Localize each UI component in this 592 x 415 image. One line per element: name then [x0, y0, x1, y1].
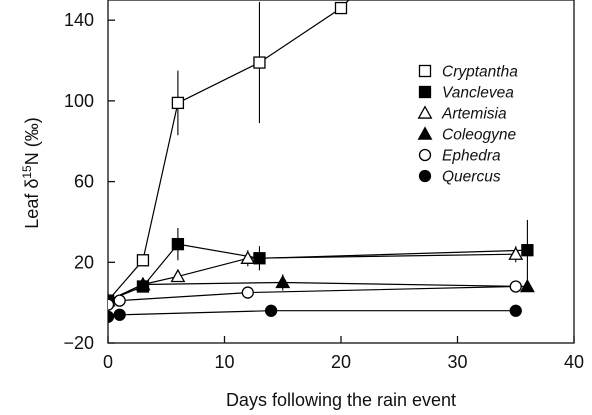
series-layer [108, 0, 535, 323]
legend-label-coleogyne: Coleogyne [442, 127, 516, 144]
legend-item-vanclevea: Vanclevea [418, 85, 514, 102]
data-point-artemisia [170, 268, 186, 283]
series-line-artemisia [108, 253, 516, 302]
series-cryptantha [108, 0, 350, 307]
legend-label-artemisia: Artemisia [441, 106, 507, 123]
data-point-ephedra [108, 298, 115, 311]
y-axis-label: Leaf δ15N (‰) [20, 117, 42, 228]
series-artemisia [108, 246, 524, 307]
data-point-vanclevea [171, 237, 185, 251]
series-line-quercus [108, 310, 516, 318]
legend: Cryptantha Vanclevea Artemisia Coleogyne Eph… [417, 64, 518, 186]
legend-item-coleogyne: Coleogyne [417, 126, 516, 144]
y-tick-label: 140 [64, 10, 94, 30]
y-tick-label: −20 [63, 333, 94, 353]
legend-marker-ephedra [418, 148, 432, 162]
data-point-ephedra [509, 280, 522, 293]
y-axis-label-pre: Leaf δ [22, 179, 42, 229]
data-point-quercus [264, 304, 278, 317]
series-vanclevea [108, 219, 534, 307]
y-axis-label-sup: 15 [20, 165, 34, 179]
data-point-artemisia [240, 250, 256, 264]
series-line-ephedra [108, 285, 516, 306]
data-point-artemisia [508, 246, 524, 260]
legend-marker-vanclevea [418, 85, 432, 99]
series-ephedra [108, 280, 522, 311]
legend-marker-artemisia [417, 105, 433, 119]
y-axis-label-post: N (‰) [22, 117, 42, 165]
legend-item-ephedra: Ephedra [418, 148, 501, 165]
legend-label-ephedra: Ephedra [442, 148, 501, 165]
data-point-cryptantha [334, 1, 348, 15]
x-tick-label: 0 [103, 352, 113, 372]
legend-label-quercus: Quercus [442, 169, 501, 186]
x-tick-label: 30 [447, 352, 467, 372]
y-tick-label: 100 [64, 91, 94, 111]
data-point-cryptantha [136, 254, 150, 267]
data-point-quercus [108, 310, 115, 323]
y-tick-label: 20 [74, 252, 94, 272]
data-point-quercus [509, 304, 522, 317]
data-point-quercus [113, 308, 126, 321]
data-point-cryptantha [171, 96, 185, 110]
legend-item-artemisia: Artemisia [417, 105, 507, 123]
plot-frame [107, 0, 575, 344]
data-point-cryptantha [253, 56, 266, 69]
legend-label-cryptantha: Cryptantha [442, 64, 518, 81]
legend-marker-coleogyne [417, 126, 433, 140]
legend-item-cryptantha: Cryptantha [418, 64, 518, 81]
ticks-layer: 0 10 20 30 40 −20 20 60 100 140 [63, 10, 584, 372]
x-axis-label: Days following the rain event [226, 390, 456, 410]
legend-item-quercus: Quercus [418, 169, 501, 186]
data-point-ephedra [241, 286, 254, 299]
data-point-coleogyne [135, 276, 151, 291]
data-point-coleogyne [275, 274, 291, 289]
legend-marker-cryptantha [418, 64, 432, 78]
data-point-ephedra [113, 294, 126, 307]
legend-label-vanclevea: Vanclevea [442, 85, 514, 102]
data-point-coleogyne [519, 278, 535, 293]
x-tick-label: 20 [331, 352, 351, 372]
x-tick-label: 10 [214, 352, 234, 372]
x-tick-label: 40 [564, 352, 584, 372]
data-point-vanclevea [521, 244, 534, 257]
y-tick-label: 60 [74, 172, 94, 192]
series-line-vanclevea [108, 243, 528, 302]
series-quercus [108, 304, 522, 323]
series-line-coleogyne [108, 281, 528, 302]
legend-marker-quercus [418, 169, 432, 183]
